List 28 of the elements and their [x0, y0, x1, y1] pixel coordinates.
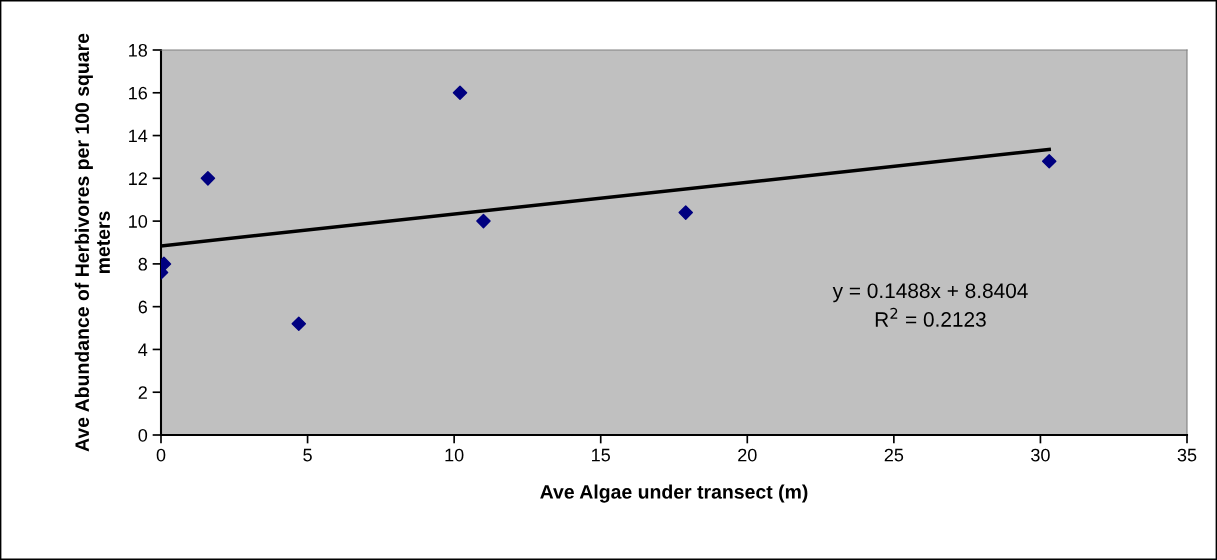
annotation: R$^{2}$ = 0.2123: [875, 307, 986, 327]
point: [452, 85, 468, 101]
annotation: y = 0.1488x + 8.8404: [832, 283, 1028, 303]
y-tick-label: 2: [138, 386, 147, 399]
point: [678, 205, 694, 220]
x-tick-label: 15: [592, 448, 610, 462]
point: [200, 171, 216, 186]
y-axis-title: Ave Abundance of Herbivores per 100 square meters: [74, 33, 110, 452]
y-tick-label: 8: [138, 257, 148, 271]
y-tick-label: 16: [129, 86, 148, 100]
y-tick-label: 12: [129, 172, 147, 185]
y-tick-label: 10: [129, 215, 148, 228]
y-tick-label: 14: [129, 129, 148, 143]
x-tick-label: 0: [156, 448, 166, 462]
x-tick-label: 30: [1031, 448, 1050, 462]
y-tick-label: 6: [138, 300, 148, 314]
y-tick-label: 18: [129, 43, 148, 57]
x-tick-label: 20: [738, 448, 757, 462]
y-tick-label: 4: [138, 343, 148, 356]
point: [1041, 153, 1057, 169]
x-tick-label: 10: [445, 448, 464, 462]
x-axis-title: Ave Algae under transect (m): [540, 484, 808, 503]
point: [291, 316, 307, 332]
point: [476, 213, 491, 229]
y-tick-label: 0: [138, 428, 148, 442]
x-tick-label: 5: [303, 448, 312, 462]
x-tick-label: 25: [884, 448, 904, 462]
x-tick-label: 35: [1177, 448, 1197, 462]
